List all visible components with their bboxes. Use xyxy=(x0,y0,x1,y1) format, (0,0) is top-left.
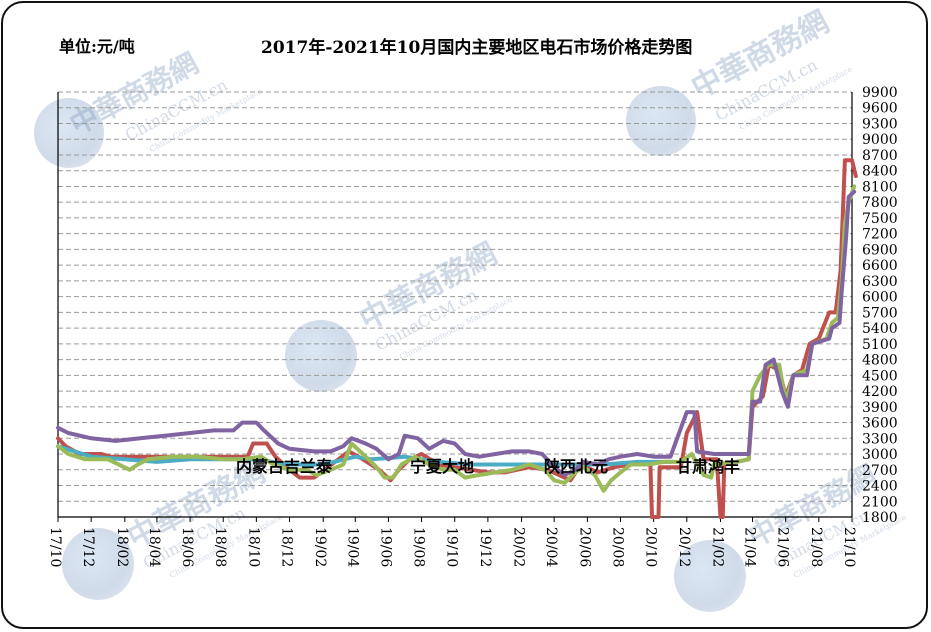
x-tick-label: 19/08 xyxy=(411,527,427,567)
y-tick-label: 3600 xyxy=(862,416,898,432)
x-tick-label: 20/08 xyxy=(609,527,625,567)
y-tick-label: 8400 xyxy=(862,164,898,180)
y-tick-label: 5100 xyxy=(862,337,898,353)
x-tick-label: 20/04 xyxy=(543,527,559,567)
y-tick-label: 2100 xyxy=(862,494,898,510)
series-line xyxy=(56,189,857,477)
y-tick-label: 8700 xyxy=(862,148,898,164)
x-tick-label: 18/04 xyxy=(146,527,162,567)
x-tick-label: 18/10 xyxy=(245,527,261,567)
y-tick-label: 8100 xyxy=(862,179,898,195)
y-tick-label: 9000 xyxy=(862,132,898,148)
y-tick-label: 2700 xyxy=(862,463,898,479)
x-tick-label: 18/02 xyxy=(114,527,130,567)
y-tick-label: 1800 xyxy=(862,510,898,526)
y-tick-label: 4200 xyxy=(862,384,898,400)
x-tick-label: 17/10 xyxy=(47,527,63,567)
y-tick-label: 4800 xyxy=(862,353,898,369)
y-tick-label: 2400 xyxy=(862,479,898,495)
y-tick-label: 3000 xyxy=(862,447,898,463)
y-tick-label: 9300 xyxy=(862,116,898,132)
y-tick-label: 3300 xyxy=(862,431,898,447)
series-label: 内蒙古吉兰泰 xyxy=(236,457,333,476)
y-tick-label: 9600 xyxy=(862,101,898,117)
y-tick-label: 6900 xyxy=(862,242,898,258)
x-tick-label: 20/06 xyxy=(576,527,592,567)
chart-title: 2017年-2021年10月国内主要地区电石市场价格走势图 xyxy=(261,38,693,58)
x-tick-label: 18/06 xyxy=(179,527,195,567)
x-tick-label: 19/10 xyxy=(444,527,460,567)
x-tick-label: 19/04 xyxy=(344,527,360,567)
x-tick-label: 21/08 xyxy=(808,527,824,567)
x-tick-label: 20/10 xyxy=(643,527,659,567)
y-tick-label: 4500 xyxy=(862,368,898,384)
y-tick-label: 6000 xyxy=(862,290,898,306)
y-tick-label: 9900 xyxy=(862,85,898,101)
y-tick-label: 5700 xyxy=(862,305,898,321)
x-tick-label: 21/10 xyxy=(841,527,857,567)
x-tick-label: 18/12 xyxy=(279,527,295,567)
series-line xyxy=(56,184,857,493)
x-tick-label: 17/12 xyxy=(80,527,96,567)
x-tick-label: 21/02 xyxy=(709,527,725,567)
x-tick-label: 20/12 xyxy=(676,527,692,567)
series-line xyxy=(56,444,673,467)
y-tick-label: 6300 xyxy=(862,274,898,290)
y-tick-label: 5400 xyxy=(862,321,898,337)
series-label: 陕西北元 xyxy=(544,457,609,476)
x-tick-label: 19/06 xyxy=(377,527,393,567)
unit-label: 单位:元/吨 xyxy=(59,37,135,56)
x-tick-label: 21/06 xyxy=(775,527,791,567)
series-label: 甘肃鸿丰 xyxy=(676,457,741,476)
y-tick-label: 7500 xyxy=(862,211,898,227)
x-tick-label: 19/02 xyxy=(312,527,328,567)
x-tick-label: 20/02 xyxy=(511,527,527,567)
y-tick-label: 3900 xyxy=(862,400,898,416)
y-tick-label: 6600 xyxy=(862,258,898,274)
x-tick-label: 18/08 xyxy=(212,527,228,567)
y-tick-label: 7800 xyxy=(862,195,898,211)
x-tick-label: 19/12 xyxy=(477,527,493,567)
x-tick-label: 21/04 xyxy=(742,527,758,567)
y-tick-label: 7200 xyxy=(862,227,898,243)
series-label: 宁夏大地 xyxy=(410,457,475,476)
